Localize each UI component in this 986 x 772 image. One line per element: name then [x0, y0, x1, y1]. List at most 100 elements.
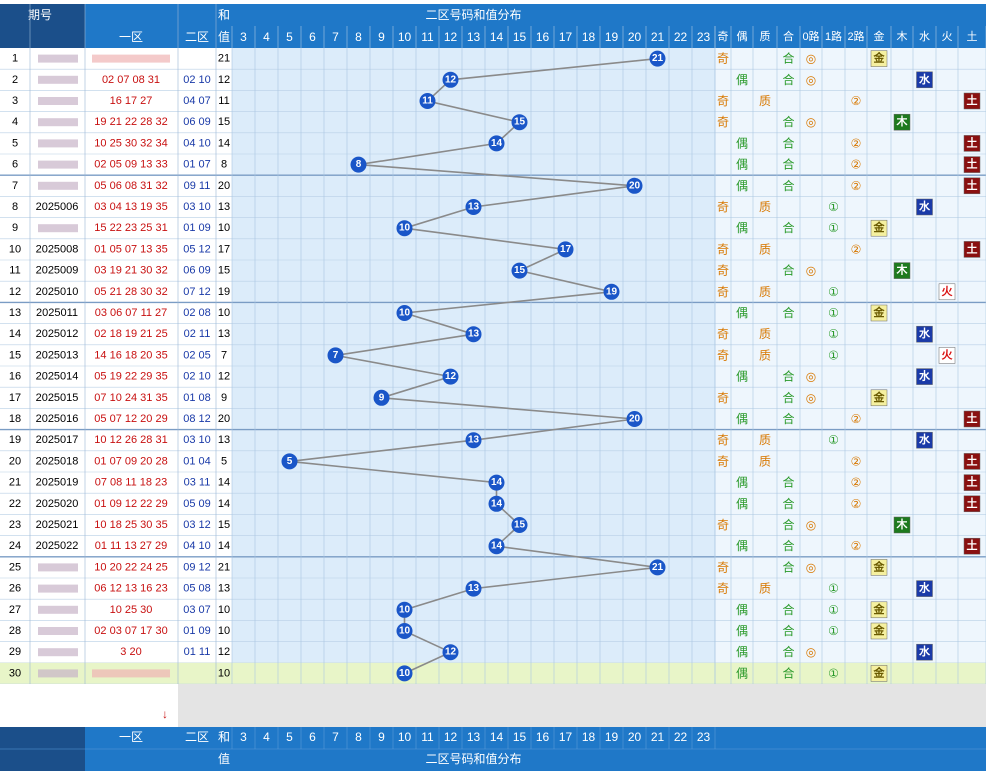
sum-value: 9	[221, 392, 227, 404]
attribute-header: 火	[942, 31, 953, 43]
sum-axis-tick-top: 20	[628, 30, 642, 44]
sum-ball-label: 20	[629, 180, 641, 191]
row-index: 29	[9, 646, 21, 658]
attribute-header: 土	[967, 30, 978, 43]
last-row-highlight	[0, 662, 986, 684]
scroll-down-arrow: ↓	[162, 707, 168, 721]
even-mark: 偶	[736, 158, 748, 172]
sum-axis-tick-top: 7	[332, 30, 339, 44]
attribute-header: 木	[897, 30, 908, 43]
route-mark: ②	[851, 497, 862, 511]
zone1-numbers: 10 25 30 32 34	[94, 137, 167, 149]
element-mark: 水	[919, 369, 931, 383]
sum-value: 20	[218, 180, 230, 192]
sum-ball-label: 14	[491, 477, 503, 488]
odd-mark: 奇	[717, 348, 729, 362]
even-mark: 偶	[736, 136, 748, 150]
sum-ball	[488, 474, 505, 491]
zone1-numbers: 14 16 18 20 35	[94, 349, 167, 361]
element-mark: 木	[896, 263, 909, 277]
element-badge	[916, 71, 933, 89]
zone2-numbers: 09 12	[183, 561, 211, 573]
blurred-zone1	[92, 54, 170, 63]
even-mark: 偶	[736, 666, 748, 680]
element-mark: 水	[919, 326, 931, 340]
composite-mark: 合	[782, 475, 794, 490]
element-mark: 土	[967, 178, 978, 192]
prime-mark: 质	[759, 348, 771, 362]
element-mark: 火	[942, 285, 954, 298]
route-mark: ◎	[806, 391, 816, 405]
zone1-numbers: 10 18 25 30 35	[94, 519, 167, 531]
sum-ball-label: 15	[514, 520, 526, 531]
sum-ball-label: 10	[399, 223, 411, 234]
sum-axis-tick-bottom: 18	[582, 730, 596, 744]
sum-value: 8	[221, 159, 227, 171]
composite-mark: 合	[782, 496, 794, 511]
route-mark: ②	[851, 136, 862, 150]
even-mark: 偶	[736, 412, 748, 426]
row-index: 28	[9, 625, 21, 637]
row-index: 10	[9, 243, 21, 255]
sum-value: 21	[218, 53, 230, 65]
sum-value: 12	[218, 371, 230, 383]
sum-header-bottom: 值	[218, 29, 230, 44]
attribute-header: 0路	[802, 30, 819, 43]
sum-value: 15	[218, 265, 230, 277]
composite-mark: 合	[782, 538, 794, 553]
sum-footer-bottom: 值	[218, 751, 230, 766]
prime-mark: 质	[759, 327, 771, 341]
attribute-header: 奇	[718, 30, 729, 43]
zone1-numbers: 02 03 07 17 30	[94, 625, 167, 637]
sum-ball-label: 10	[399, 626, 411, 637]
prime-mark: 质	[759, 433, 771, 447]
composite-mark: 合	[782, 602, 794, 617]
element-badge	[870, 50, 888, 67]
zone2-numbers: 06 09	[183, 116, 211, 128]
sum-ball	[603, 283, 620, 300]
issue-number: 2025019	[36, 477, 79, 489]
blurred-issue	[38, 224, 78, 233]
sum-value: 14	[218, 540, 230, 552]
sum-value: 13	[218, 434, 230, 446]
route-mark: ①	[828, 348, 839, 362]
sum-axis-tick-bottom: 9	[378, 730, 385, 744]
blurred-issue	[38, 584, 78, 593]
element-badge	[963, 495, 981, 513]
odd-mark: 奇	[717, 327, 729, 341]
prime-mark: 质	[759, 285, 771, 299]
element-mark: 火	[942, 348, 954, 361]
element-badge	[963, 135, 981, 152]
odd-mark: 奇	[717, 391, 729, 405]
sum-ball	[442, 368, 459, 385]
sum-ball	[442, 71, 459, 88]
element-mark: 金	[873, 602, 886, 616]
blurred-issue	[38, 160, 78, 169]
row-index: 30	[9, 667, 21, 679]
issue-number: 2025021	[36, 519, 79, 531]
sum-ball	[465, 432, 482, 449]
element-badge	[893, 113, 911, 131]
zone2-numbers: 02 08	[183, 307, 211, 319]
sum-axis-tick-top: 19	[605, 30, 619, 44]
row-index: 23	[9, 519, 21, 531]
element-badge	[963, 156, 981, 173]
route-mark: ◎	[806, 370, 816, 384]
composite-mark: 合	[782, 72, 794, 87]
sum-ball	[488, 495, 505, 512]
sum-axis-tick-bottom: 21	[651, 730, 665, 744]
row-index: 21	[9, 477, 21, 489]
zone1-numbers: 06 12 13 16 23	[94, 583, 167, 595]
element-badge	[893, 262, 911, 279]
attribute-header: 金	[874, 29, 885, 43]
element-mark: 金	[873, 665, 886, 679]
sum-ball	[465, 199, 482, 215]
issue-number: 2025017	[36, 434, 79, 446]
sum-axis-tick-bottom: 14	[490, 730, 504, 744]
odd-mark: 奇	[717, 242, 729, 256]
zone2-numbers: 04 10	[183, 137, 211, 149]
composite-mark: 合	[782, 623, 794, 638]
element-badge	[938, 347, 956, 364]
row-index: 2	[12, 74, 18, 86]
sum-value: 21	[218, 561, 230, 573]
